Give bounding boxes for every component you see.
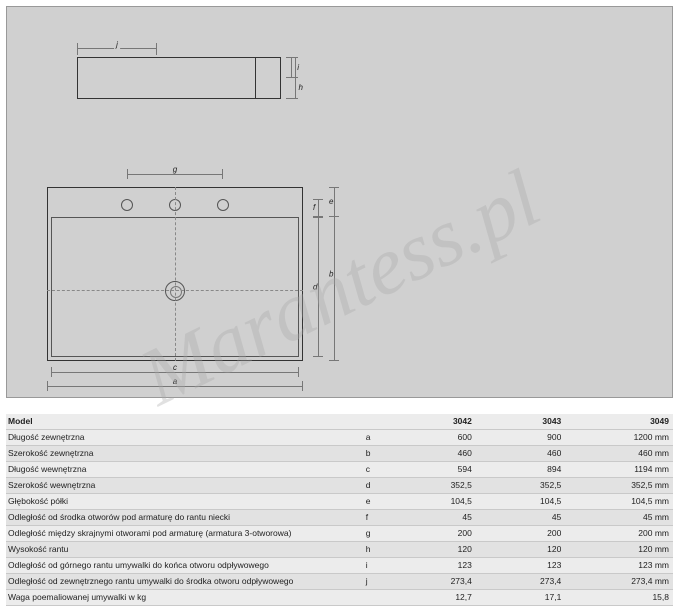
header-sym (364, 414, 395, 430)
table-row: Odległość między skrajnymi otworami pod … (6, 526, 673, 542)
row-val-1: 120 (484, 542, 573, 558)
header-col-0: 3042 (394, 414, 483, 430)
row-label: Odległość od zewnętrznego rantu umywalki… (6, 574, 364, 590)
dimension-i: i (286, 57, 298, 78)
dim-label-a: a (172, 377, 178, 386)
row-val-1: 894 (484, 462, 573, 478)
row-val-1: 900 (484, 430, 573, 446)
row-val-1: 45 (484, 510, 573, 526)
row-val-0: 600 (394, 430, 483, 446)
technical-drawing-panel: j h i g a c b (6, 6, 673, 398)
dimension-c: c (51, 367, 299, 377)
header-model: Model (6, 414, 364, 430)
row-label: Długość zewnętrzna (6, 430, 364, 446)
table-row: Szerokość zewnętrznab460460460 mm (6, 446, 673, 462)
table-row: Odległość od górnego rantu umywalki do k… (6, 558, 673, 574)
dim-label-e: e (328, 197, 334, 206)
row-symbol: e (364, 494, 395, 510)
side-profile-drawing: j h i (77, 43, 282, 113)
tap-hole-left (121, 199, 133, 211)
table-row: Głębokość półkie104,5104,5104,5 mm (6, 494, 673, 510)
dimension-f: f (313, 199, 323, 217)
row-val-2: 15,8 (573, 590, 673, 606)
dimension-e: e (329, 187, 339, 217)
row-symbol: i (364, 558, 395, 574)
profile-step-rect (255, 57, 281, 99)
table-row: Długość wewnętrznac5948941194 mm (6, 462, 673, 478)
dimension-j: j (77, 43, 157, 55)
row-val-0: 352,5 (394, 478, 483, 494)
row-val-0: 104,5 (394, 494, 483, 510)
row-val-1: 17,1 (484, 590, 573, 606)
table-row: Odległość od zewnętrznego rantu umywalki… (6, 574, 673, 590)
row-symbol: d (364, 478, 395, 494)
row-val-2: 123 mm (573, 558, 673, 574)
row-val-1: 123 (484, 558, 573, 574)
row-val-0: 12,7 (394, 590, 483, 606)
profile-outer-rect (77, 57, 265, 99)
row-symbol: c (364, 462, 395, 478)
row-val-0: 273,4 (394, 574, 483, 590)
row-val-1: 104,5 (484, 494, 573, 510)
row-val-1: 273,4 (484, 574, 573, 590)
row-val-0: 594 (394, 462, 483, 478)
table-row: Odległość od środka otworów pod armaturę… (6, 510, 673, 526)
row-symbol: j (364, 574, 395, 590)
header-col-1: 3043 (484, 414, 573, 430)
dim-label-i: i (296, 63, 300, 72)
header-col-2: 3049 (573, 414, 673, 430)
spec-table: Model 3042 3043 3049 Długość zewnętrznaa… (6, 414, 673, 606)
dimension-a: a (47, 381, 303, 391)
row-val-1: 200 (484, 526, 573, 542)
row-label: Głębokość półki (6, 494, 364, 510)
row-symbol: g (364, 526, 395, 542)
table-row: Długość zewnętrznaa6009001200 mm (6, 430, 673, 446)
row-val-2: 200 mm (573, 526, 673, 542)
row-label: Odległość między skrajnymi otworami pod … (6, 526, 364, 542)
row-val-0: 200 (394, 526, 483, 542)
row-val-0: 45 (394, 510, 483, 526)
dim-label-j: j (114, 40, 120, 49)
row-symbol: h (364, 542, 395, 558)
tap-hole-right (217, 199, 229, 211)
row-val-2: 104,5 mm (573, 494, 673, 510)
row-val-1: 460 (484, 446, 573, 462)
dim-label-h: h (298, 83, 304, 92)
row-symbol: b (364, 446, 395, 462)
dim-label-c: c (172, 363, 178, 372)
row-val-2: 352,5 mm (573, 478, 673, 494)
row-val-2: 120 mm (573, 542, 673, 558)
row-label: Szerokość zewnętrzna (6, 446, 364, 462)
row-val-2: 273,4 mm (573, 574, 673, 590)
row-val-2: 1194 mm (573, 462, 673, 478)
table-row: Wysokość rantuh120120120 mm (6, 542, 673, 558)
table-header-row: Model 3042 3043 3049 (6, 414, 673, 430)
dim-label-b: b (328, 270, 334, 279)
row-val-0: 120 (394, 542, 483, 558)
row-val-2: 1200 mm (573, 430, 673, 446)
row-label: Odległość od środka otworów pod armaturę… (6, 510, 364, 526)
row-symbol (364, 590, 395, 606)
dim-label-g: g (172, 165, 178, 174)
top-plan-drawing: g a c b d e f (41, 187, 346, 395)
row-symbol: f (364, 510, 395, 526)
row-val-1: 352,5 (484, 478, 573, 494)
dimension-d: d (313, 217, 323, 357)
row-val-2: 460 mm (573, 446, 673, 462)
row-label: Długość wewnętrzna (6, 462, 364, 478)
table-row: Waga poemaliowanej umywalki w kg 12,717,1… (6, 590, 673, 606)
row-label: Szerokość wewnętrzna (6, 478, 364, 494)
row-label: Wysokość rantu (6, 542, 364, 558)
table-row: Szerokość wewnętrznad352,5352,5352,5 mm (6, 478, 673, 494)
row-symbol: a (364, 430, 395, 446)
dim-label-d: d (312, 283, 318, 292)
dim-label-f: f (312, 203, 316, 212)
row-val-0: 123 (394, 558, 483, 574)
row-val-0: 460 (394, 446, 483, 462)
row-label: Odległość od górnego rantu umywalki do k… (6, 558, 364, 574)
centerline-y (175, 187, 176, 361)
row-val-2: 45 mm (573, 510, 673, 526)
row-label: Waga poemaliowanej umywalki w kg (6, 590, 364, 606)
dimension-g: g (127, 169, 223, 179)
